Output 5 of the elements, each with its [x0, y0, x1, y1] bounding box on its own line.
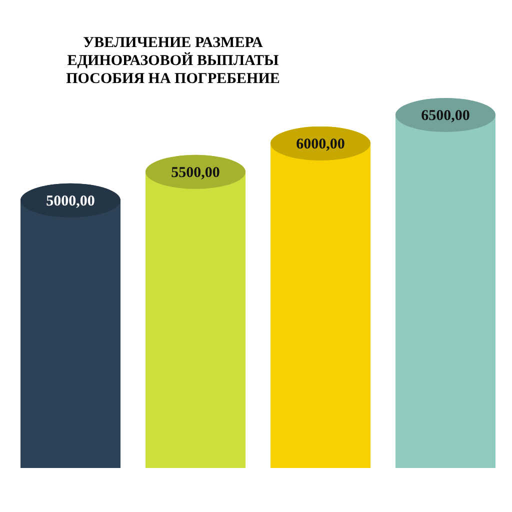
chart-title: УВЕЛИЧЕНИЕ РАЗМЕРА ЕДИНОРАЗОВОЙ ВЫПЛАТЫ ПОСОБИЯ НА ПОГРЕБЕНИЕ: [65, 34, 281, 88]
data-label: 6500,00: [421, 108, 470, 124]
data-label: 5500,00: [171, 164, 220, 181]
data-label: 6000,00: [296, 136, 345, 152]
data-label: 5000,00: [46, 193, 95, 210]
